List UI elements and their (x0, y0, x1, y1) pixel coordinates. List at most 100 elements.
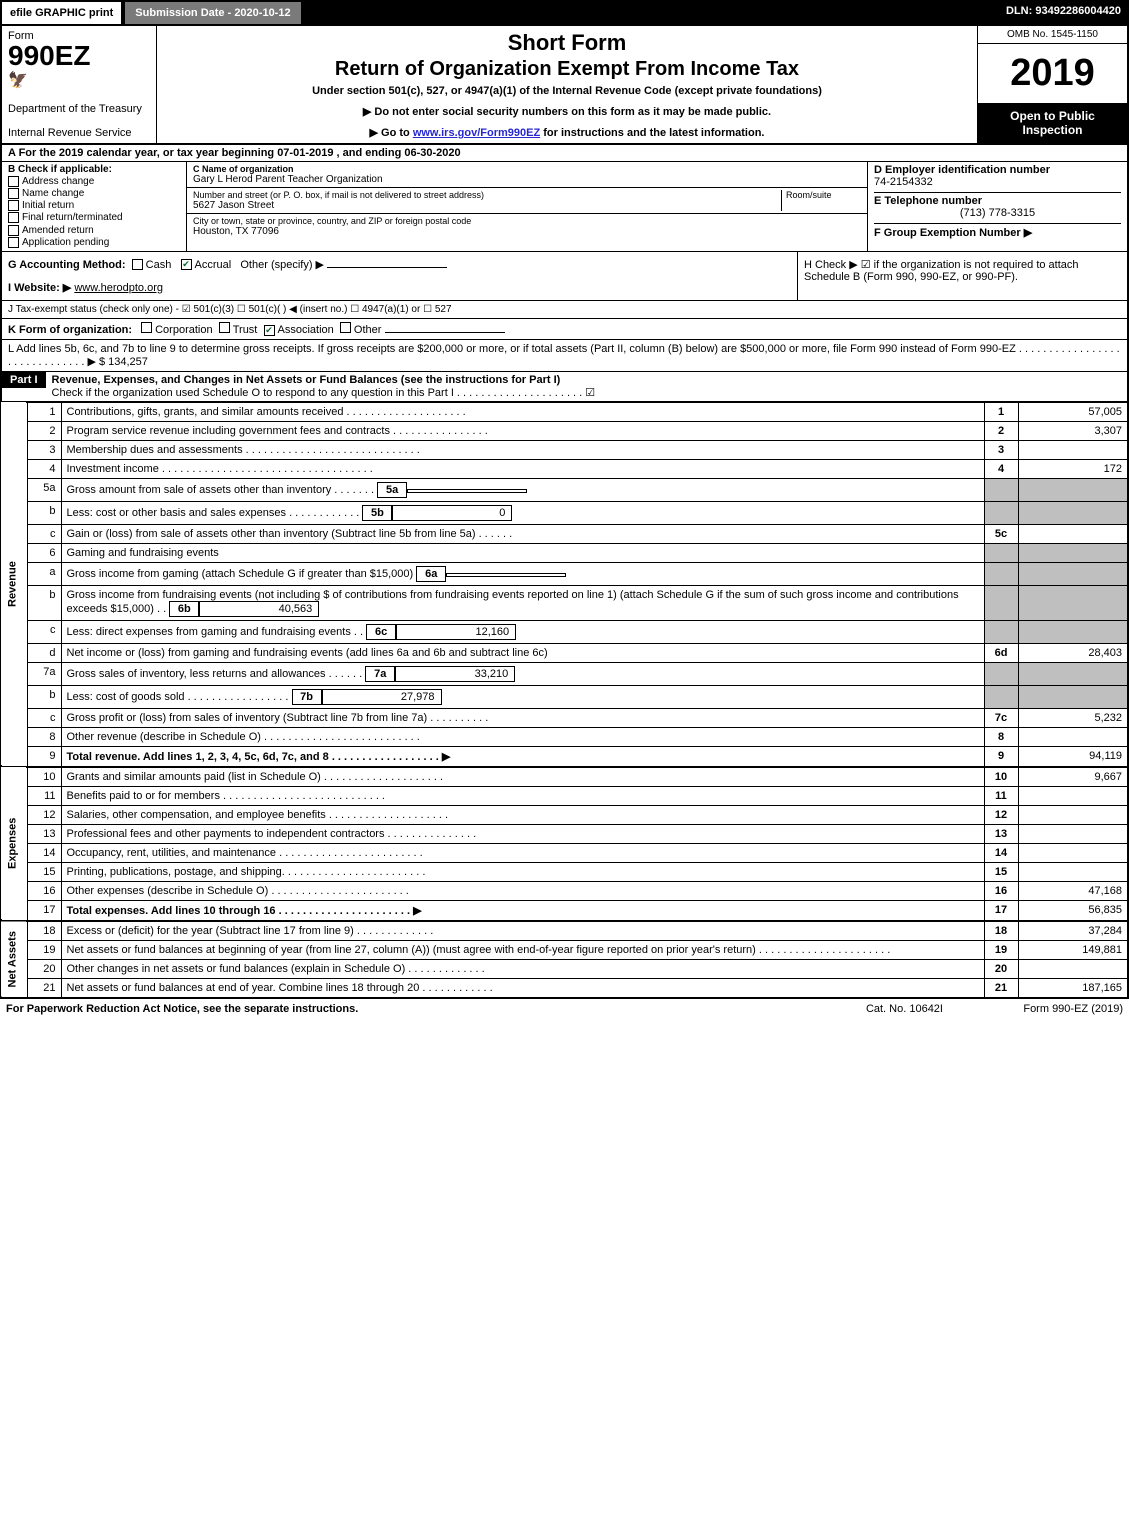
cb-other[interactable]: Other (354, 324, 382, 336)
line-desc: Less: cost of goods sold . . . . . . . .… (61, 685, 984, 708)
line-number: 3 (27, 440, 61, 459)
line-desc: Salaries, other compensation, and employ… (61, 805, 984, 824)
part-i-check: Check if the organization used Schedule … (52, 387, 596, 399)
title-short-form: Short Form (508, 30, 627, 56)
c-name-value: Gary L Herod Parent Teacher Organization (193, 174, 861, 185)
line-box (984, 562, 1018, 585)
row-l: L Add lines 5b, 6c, and 7b to line 9 to … (0, 340, 1129, 372)
line-desc: Membership dues and assessments . . . . … (61, 440, 984, 459)
line-desc: Net assets or fund balances at end of ye… (61, 978, 984, 998)
row-i: I Website: ▶ www.herodpto.org (8, 281, 791, 294)
line-box: 15 (984, 862, 1018, 881)
inspection-badge: Open to Public Inspection (978, 103, 1127, 143)
line-desc: Excess or (deficit) for the year (Subtra… (61, 921, 984, 940)
line-number: d (27, 643, 61, 662)
line-number: b (27, 685, 61, 708)
cb-assoc[interactable]: Association (278, 324, 334, 336)
line-amount (1018, 662, 1128, 685)
line-amount (1018, 562, 1128, 585)
line-box (984, 620, 1018, 643)
line-desc: Net income or (loss) from gaming and fun… (61, 643, 984, 662)
line-number: 5a (27, 478, 61, 501)
line-amount (1018, 543, 1128, 562)
cb-amended[interactable]: Amended return (8, 225, 180, 236)
line-amount: 56,835 (1018, 900, 1128, 920)
line-number: 16 (27, 881, 61, 900)
footer: For Paperwork Reduction Act Notice, see … (0, 999, 1129, 1019)
line-amount (1018, 843, 1128, 862)
line-amount: 28,403 (1018, 643, 1128, 662)
cb-initial-return[interactable]: Initial return (8, 200, 180, 211)
line-amount: 149,881 (1018, 940, 1128, 959)
part-i-badge: Part I (2, 372, 46, 388)
addr-label: Number and street (or P. O. box, if mail… (193, 190, 781, 200)
topbar: efile GRAPHIC print Submission Date - 20… (0, 0, 1129, 26)
e-value: (713) 778-3315 (874, 207, 1121, 219)
line-box: 4 (984, 459, 1018, 478)
cb-final-return[interactable]: Final return/terminated (8, 212, 180, 223)
line-box (984, 501, 1018, 524)
section-label: Expenses (1, 767, 27, 920)
line-box: 5c (984, 524, 1018, 543)
footer-right: Form 990-EZ (2019) (943, 1003, 1123, 1015)
cb-address-change[interactable]: Address change (8, 176, 180, 187)
line-desc: Gross profit or (loss) from sales of inv… (61, 708, 984, 727)
line-desc: Gain or (loss) from sale of assets other… (61, 524, 984, 543)
line-number: 21 (27, 978, 61, 998)
city-value: Houston, TX 77096 (193, 226, 861, 237)
line-number: c (27, 620, 61, 643)
line-box: 7c (984, 708, 1018, 727)
line-box: 21 (984, 978, 1018, 998)
website-value[interactable]: www.herodpto.org (74, 282, 163, 294)
line-desc: Program service revenue including govern… (61, 421, 984, 440)
line-amount (1018, 805, 1128, 824)
line-amount: 57,005 (1018, 402, 1128, 421)
line-desc: Gross income from gaming (attach Schedul… (61, 562, 984, 585)
line-box: 10 (984, 767, 1018, 786)
cb-name-change[interactable]: Name change (8, 188, 180, 199)
g-other: Other (specify) ▶ (240, 259, 324, 271)
dln: DLN: 93492286004420 (998, 0, 1129, 26)
line-box: 18 (984, 921, 1018, 940)
line-desc: Total revenue. Add lines 1, 2, 3, 4, 5c,… (61, 746, 984, 766)
irs-link[interactable]: www.irs.gov/Form990EZ (413, 127, 540, 139)
d-value: 74-2154332 (874, 176, 1121, 188)
line-number: 17 (27, 900, 61, 920)
line-box: 8 (984, 727, 1018, 746)
line-desc: Investment income . . . . . . . . . . . … (61, 459, 984, 478)
irs-eagle-icon: 🦅 (8, 70, 150, 90)
box-d: D Employer identification number 74-2154… (867, 162, 1127, 251)
line-desc: Gross income from fundraising events (no… (61, 585, 984, 620)
line-desc: Printing, publications, postage, and shi… (61, 862, 984, 881)
line-box: 1 (984, 402, 1018, 421)
line-desc: Total expenses. Add lines 10 through 16 … (61, 900, 984, 920)
line-desc: Less: direct expenses from gaming and fu… (61, 620, 984, 643)
cb-trust[interactable]: Trust (233, 324, 258, 336)
line-amount: 37,284 (1018, 921, 1128, 940)
line-box (984, 585, 1018, 620)
omb-number: OMB No. 1545-1150 (978, 26, 1127, 44)
line-box: 20 (984, 959, 1018, 978)
form-header: Form 990EZ 🦅 Department of the Treasury … (0, 26, 1129, 145)
cb-pending[interactable]: Application pending (8, 237, 180, 248)
room-label: Room/suite (786, 190, 861, 200)
line-number: 15 (27, 862, 61, 881)
section-bcd: B Check if applicable: Address change Na… (0, 162, 1129, 252)
line-number: 9 (27, 746, 61, 766)
line-amount (1018, 862, 1128, 881)
cb-cash[interactable]: Cash (146, 259, 172, 271)
city-label: City or town, state or province, country… (193, 216, 861, 226)
footer-left: For Paperwork Reduction Act Notice, see … (6, 1003, 866, 1015)
line-box (984, 662, 1018, 685)
cb-corp[interactable]: Corporation (155, 324, 212, 336)
box-b: B Check if applicable: Address change Na… (2, 162, 187, 251)
line-box: 17 (984, 900, 1018, 920)
cb-accrual[interactable]: Accrual (195, 259, 232, 271)
line-desc: Other expenses (describe in Schedule O) … (61, 881, 984, 900)
line-amount (1018, 478, 1128, 501)
line-amount (1018, 620, 1128, 643)
form-number: 990EZ (8, 42, 150, 70)
line-box: 16 (984, 881, 1018, 900)
assets-table: Net Assets18Excess or (deficit) for the … (0, 921, 1129, 999)
line-amount (1018, 501, 1128, 524)
